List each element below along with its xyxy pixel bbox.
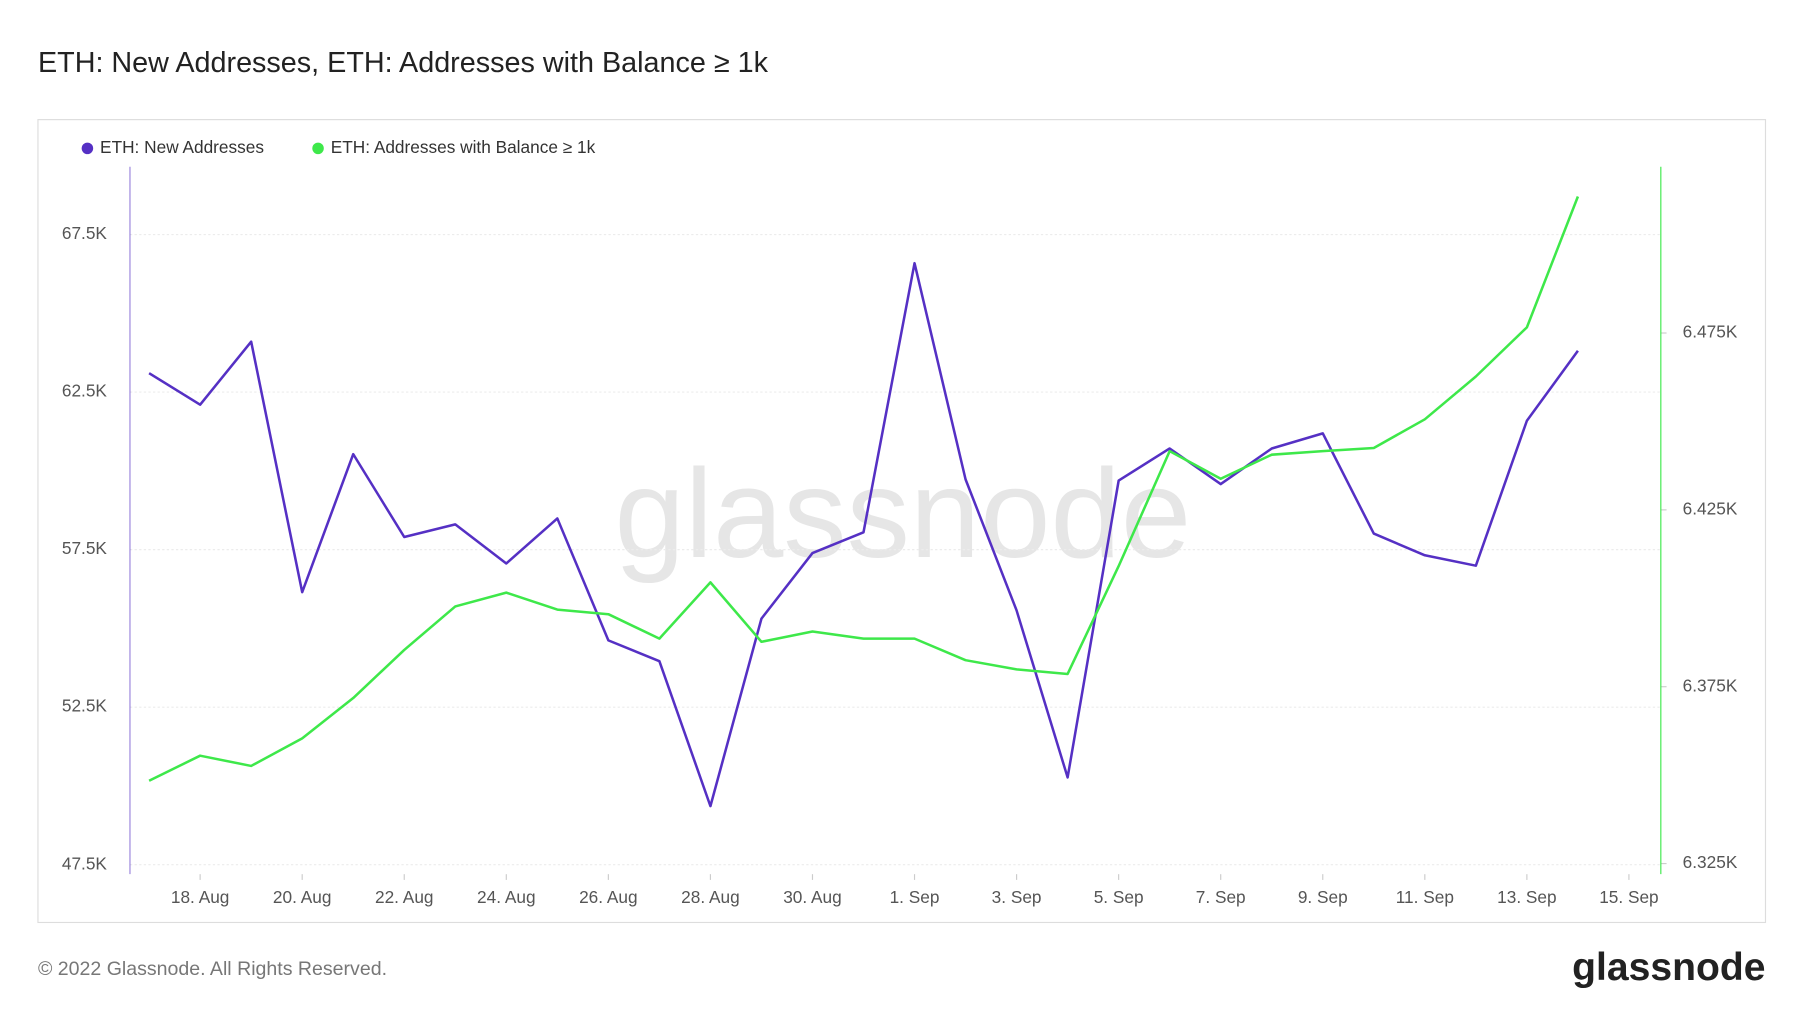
series-line (148, 196, 1580, 782)
legend-label: ETH: New Addresses (100, 137, 264, 157)
y-tick-label: 67.5K (62, 223, 108, 243)
y-tick-label: 52.5K (62, 696, 108, 716)
y-tick-label: 47.5K (62, 853, 108, 873)
x-tick-label: 20. Aug (273, 887, 332, 907)
x-tick-label: 13. Sep (1497, 887, 1556, 907)
y2-tick-label: 6.375K (1683, 675, 1738, 695)
y2-tick-label: 6.325K (1683, 852, 1738, 872)
legend-swatch (312, 142, 324, 155)
x-tick-label: 18. Aug (171, 887, 230, 907)
chart-frame (37, 119, 1767, 924)
x-tick-label: 24. Aug (477, 887, 536, 907)
y-tick-label: 62.5K (62, 381, 108, 401)
y2-tick-label: 6.425K (1683, 498, 1738, 518)
legend-label: ETH: Addresses with Balance ≥ 1k (331, 137, 596, 157)
x-tick-label: 3. Sep (992, 887, 1042, 907)
x-tick-label: 7. Sep (1196, 887, 1246, 907)
x-tick-label: 1. Sep (890, 887, 940, 907)
x-tick-label: 22. Aug (375, 887, 434, 907)
watermark: glassnode (614, 442, 1191, 584)
x-tick-label: 9. Sep (1298, 887, 1348, 907)
x-tick-label: 5. Sep (1094, 887, 1144, 907)
x-tick-label: 11. Sep (1396, 887, 1454, 907)
y-tick-label: 57.5K (62, 538, 108, 558)
logo: glassnode (1572, 946, 1765, 989)
x-tick-label: 15. Sep (1599, 887, 1658, 907)
x-tick-label: 30. Aug (783, 887, 842, 907)
x-tick-label: 28. Aug (681, 887, 740, 907)
series-line (148, 261, 1579, 808)
x-tick-label: 26. Aug (579, 887, 638, 907)
chart-title: ETH: New Addresses, ETH: Addresses with … (38, 47, 769, 79)
y2-tick-label: 6.475K (1683, 322, 1738, 342)
footer: © 2022 Glassnode. All Rights Reserved. (38, 958, 387, 980)
legend-swatch (81, 142, 94, 155)
